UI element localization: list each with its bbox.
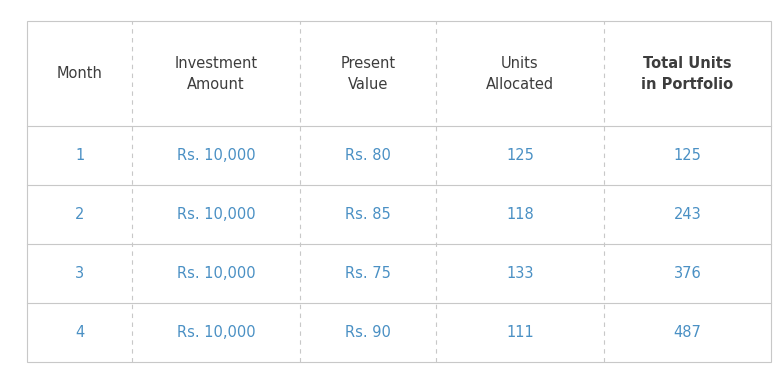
Text: 133: 133 — [506, 266, 534, 281]
Text: 1: 1 — [76, 148, 84, 163]
Text: Rs. 90: Rs. 90 — [345, 325, 391, 340]
Text: 125: 125 — [506, 148, 534, 163]
Text: Rs. 80: Rs. 80 — [345, 148, 391, 163]
Text: Rs. 10,000: Rs. 10,000 — [177, 325, 256, 340]
Text: 487: 487 — [674, 325, 701, 340]
Text: Present
Value: Present Value — [340, 55, 396, 92]
Text: 2: 2 — [75, 207, 85, 222]
Text: 125: 125 — [674, 148, 701, 163]
Text: 243: 243 — [674, 207, 701, 222]
Text: 4: 4 — [76, 325, 84, 340]
Text: Rs. 75: Rs. 75 — [345, 266, 391, 281]
Text: Rs. 10,000: Rs. 10,000 — [177, 207, 256, 222]
Text: Total Units
in Portfolio: Total Units in Portfolio — [641, 55, 734, 92]
Text: 111: 111 — [506, 325, 534, 340]
Text: 376: 376 — [674, 266, 701, 281]
Text: Rs. 10,000: Rs. 10,000 — [177, 148, 256, 163]
Text: 3: 3 — [76, 266, 84, 281]
Text: Investment
Amount: Investment Amount — [174, 55, 258, 92]
Text: Rs. 10,000: Rs. 10,000 — [177, 266, 256, 281]
Text: Rs. 85: Rs. 85 — [345, 207, 391, 222]
Text: Units
Allocated: Units Allocated — [486, 55, 554, 92]
Text: Month: Month — [57, 66, 103, 81]
Text: 118: 118 — [506, 207, 534, 222]
